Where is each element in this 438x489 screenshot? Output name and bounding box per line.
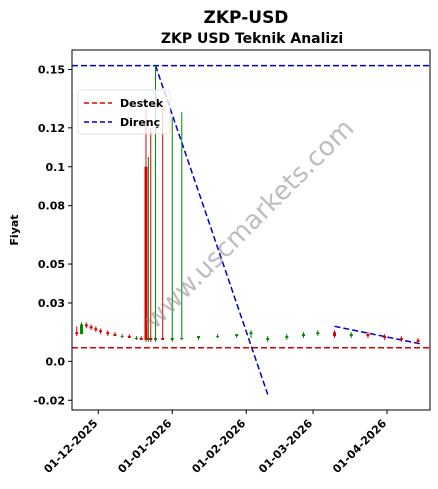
candle-body — [316, 332, 320, 335]
candle — [316, 330, 320, 337]
y-tick-label: 0.15 — [38, 63, 65, 76]
y-tick-label: 0.1 — [46, 161, 66, 174]
legend-box — [77, 89, 171, 135]
candle-body — [99, 330, 103, 333]
candle-body — [80, 324, 84, 335]
candle-body — [266, 338, 270, 340]
candle — [170, 118, 174, 342]
y-tick-label: 0.05 — [38, 258, 65, 271]
candle-body — [196, 336, 200, 338]
candle-body — [154, 338, 158, 340]
candle — [216, 334, 220, 338]
candle — [75, 326, 79, 337]
x-tick-label: 01-01-2026 — [115, 417, 174, 476]
candle-body — [383, 336, 387, 338]
candle-body — [302, 334, 306, 337]
y-tick-label: 0.0 — [46, 355, 66, 368]
y-tick-label: 0.03 — [38, 297, 65, 310]
resistance-trendline — [154, 65, 269, 395]
y-axis: -0.02 0.0 0.03 0.05 0.08 0.1 0.12 0.15 — [33, 63, 72, 407]
watermark: www.uscmarkets.com — [138, 113, 360, 335]
candle — [113, 332, 117, 337]
candle-body — [106, 332, 110, 335]
candle-body — [149, 338, 153, 340]
candle-body — [399, 338, 403, 340]
candle-body — [180, 338, 184, 339]
candle-body — [235, 334, 239, 337]
plot-frame — [71, 49, 431, 411]
candle — [366, 332, 370, 338]
candle — [89, 324, 93, 331]
candle — [139, 336, 143, 340]
candle-body — [366, 334, 370, 337]
candle — [266, 336, 270, 342]
candle-body — [144, 166, 148, 340]
candle-body — [89, 326, 93, 329]
candle — [94, 326, 98, 333]
y-axis-label: Fiyat — [8, 214, 21, 245]
candle — [180, 112, 184, 340]
x-tick-label: 01-03-2026 — [256, 417, 315, 476]
candle — [285, 334, 289, 340]
candle-body — [349, 334, 353, 337]
candle — [127, 334, 131, 338]
candle — [161, 108, 165, 340]
chart-subtitle: ZKP USD Teknik Analizi — [161, 31, 343, 47]
candle-body — [84, 324, 88, 327]
candle — [196, 336, 200, 340]
candle — [333, 330, 337, 338]
candle — [80, 322, 84, 335]
candle — [416, 338, 420, 344]
chart-title: ZKP-USD — [204, 8, 289, 28]
candle-body — [146, 338, 150, 340]
legend-label-support: Destek — [120, 97, 164, 110]
candle-body — [333, 332, 337, 337]
candle-body — [416, 339, 420, 342]
candle-body — [249, 332, 253, 335]
x-tick-label: 01-12-2025 — [41, 417, 100, 476]
candle-body — [94, 328, 98, 331]
candle-body — [120, 336, 124, 338]
y-tick-label: 0.08 — [38, 200, 65, 213]
candle-body — [139, 338, 143, 340]
candle — [144, 108, 148, 342]
legend-label-resistance: Direnç — [120, 116, 160, 129]
candle — [99, 328, 103, 335]
candle-body — [170, 338, 174, 340]
candle — [106, 330, 110, 337]
candle — [84, 322, 88, 329]
candle — [134, 336, 138, 340]
x-tick-label: 01-02-2026 — [189, 417, 248, 476]
candle-body — [75, 332, 79, 335]
candle — [120, 334, 124, 338]
candle-body — [216, 336, 220, 338]
y-tick-label: 0.12 — [38, 122, 65, 135]
candle — [399, 336, 403, 342]
legend: Destek Direnç — [77, 89, 171, 135]
x-tick-label: 01-04-2026 — [330, 417, 389, 476]
candle-body — [127, 336, 131, 338]
candle — [383, 334, 387, 340]
candle-body — [285, 336, 289, 338]
resistance-trendline-2 — [334, 325, 421, 345]
candle-body — [134, 338, 138, 339]
candle — [249, 330, 253, 338]
candle-body — [113, 334, 117, 337]
candle — [235, 334, 239, 338]
candle-body — [161, 338, 165, 340]
x-axis: 01-12-2025 01-01-2026 01-02-2026 01-03-2026… — [41, 410, 389, 476]
candle — [302, 332, 306, 338]
candle — [349, 332, 353, 338]
candle — [146, 157, 150, 342]
y-tick-label: -0.02 — [33, 394, 65, 407]
candle — [149, 127, 153, 342]
